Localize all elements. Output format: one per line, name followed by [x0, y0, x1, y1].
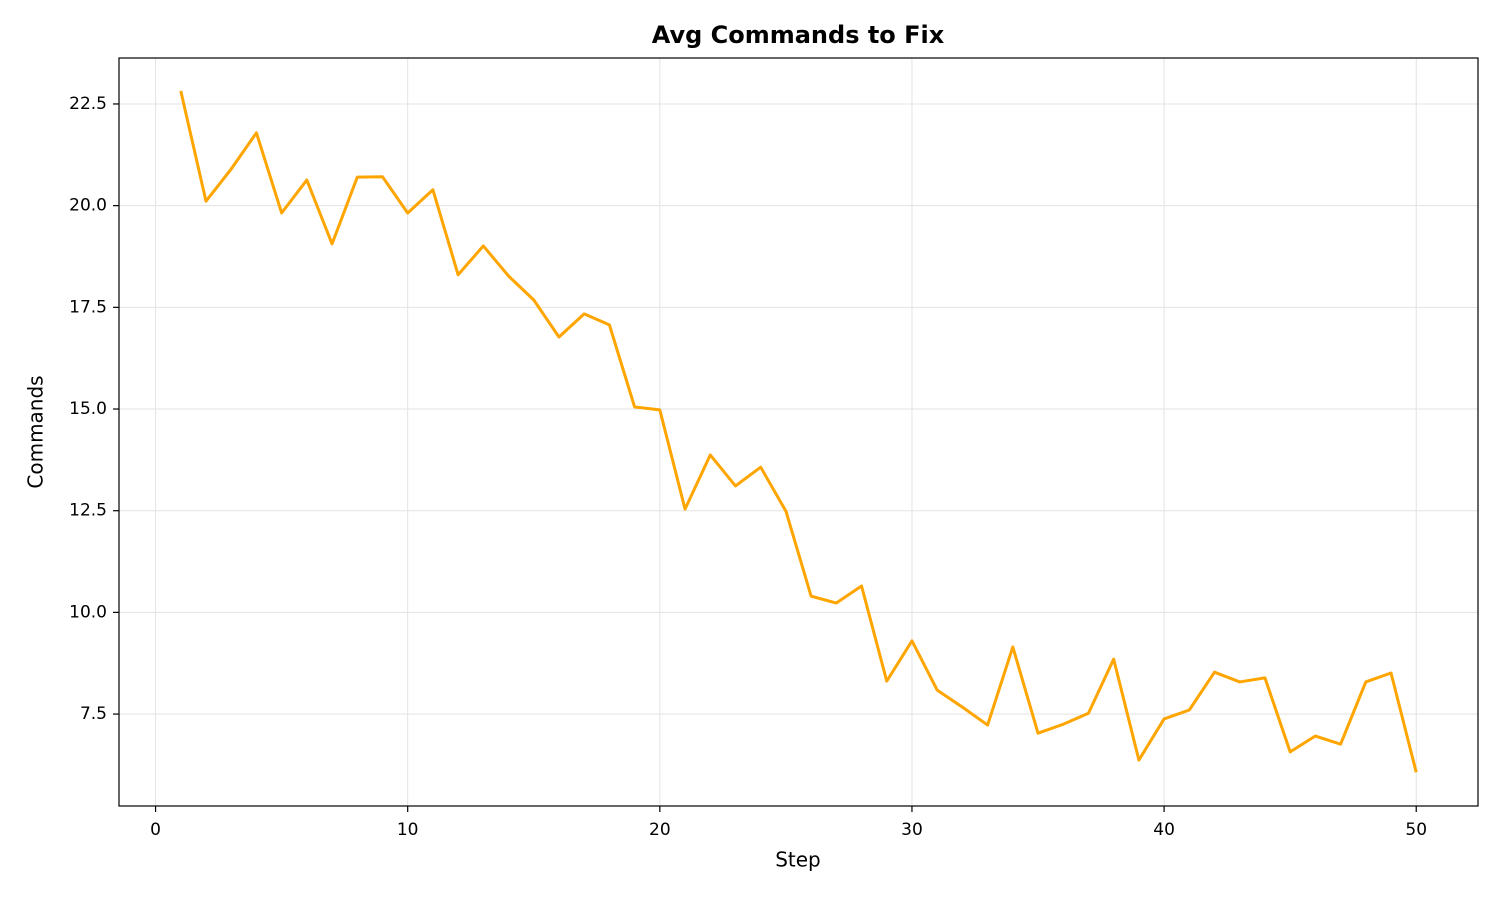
plot-layer [179, 90, 1418, 773]
y-tick-label: 12.5 [69, 501, 107, 521]
x-tick-label: 0 [150, 820, 161, 840]
x-axis-label: Step [775, 848, 821, 872]
plot-frame [118, 57, 1479, 807]
y-tick-label: 7.5 [80, 704, 107, 724]
y-tick-label: 22.5 [69, 94, 107, 114]
y-tick-label: 20.0 [69, 196, 107, 216]
y-tick-label: 17.5 [69, 297, 107, 317]
y-tick-label: 15.0 [69, 399, 107, 419]
x-tick-label: 20 [649, 820, 671, 840]
x-tick-label: 30 [901, 820, 923, 840]
chart-title: Avg Commands to Fix [652, 21, 945, 49]
x-tick-label: 40 [1153, 820, 1175, 840]
y-axis-label: Commands [24, 375, 48, 488]
x-tick-label: 50 [1405, 820, 1427, 840]
x-tick-label: 10 [397, 820, 419, 840]
y-tick-label: 10.0 [69, 602, 107, 622]
line-series [179, 90, 1418, 773]
